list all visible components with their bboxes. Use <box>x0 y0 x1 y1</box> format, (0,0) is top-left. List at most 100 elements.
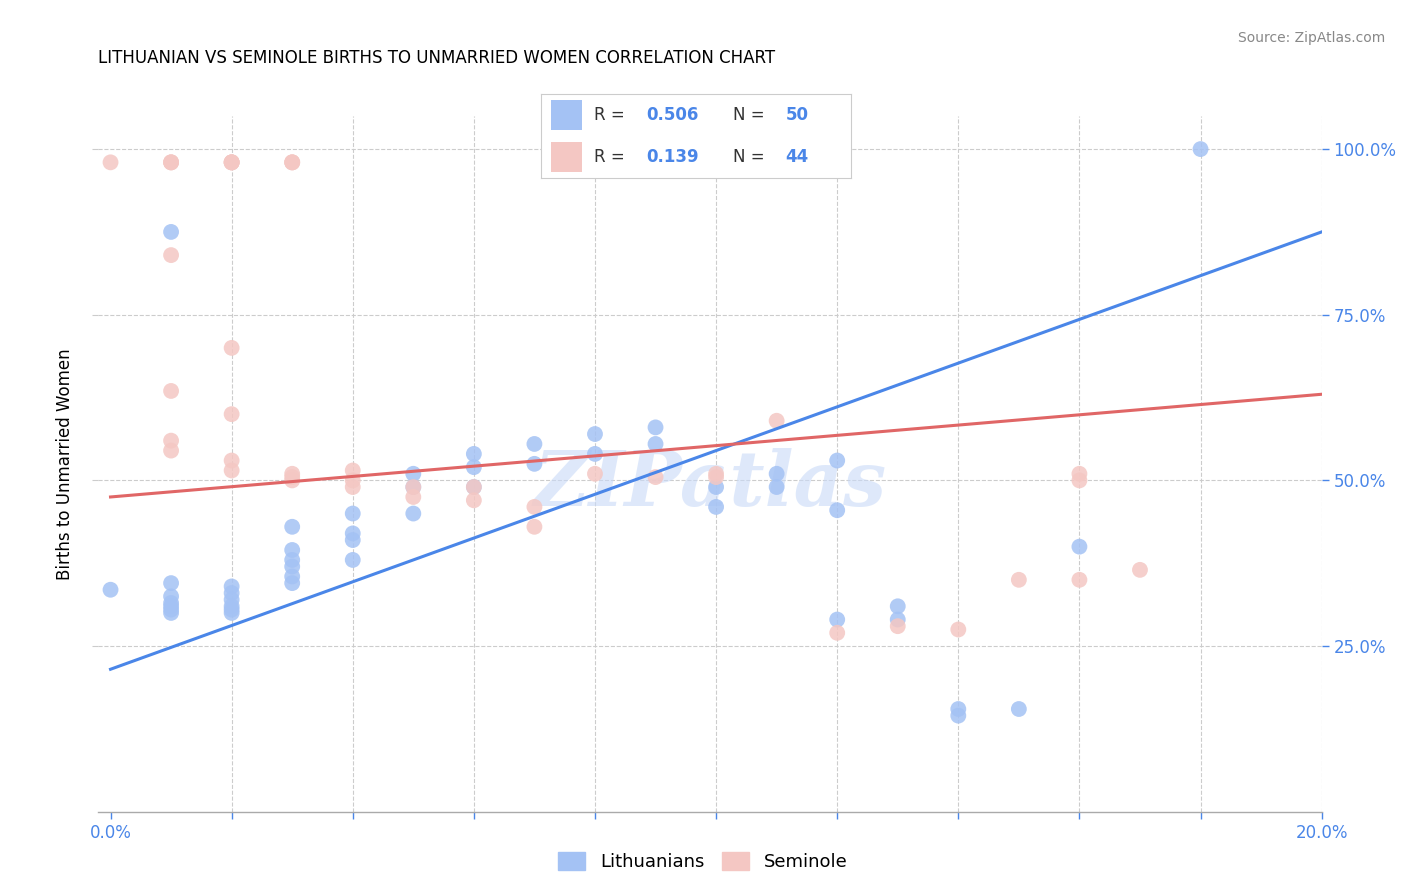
Text: 50: 50 <box>786 106 808 124</box>
Text: R =: R = <box>593 148 630 166</box>
Text: ZIPatlas: ZIPatlas <box>533 448 887 522</box>
Point <box>523 520 546 534</box>
Point <box>825 613 848 627</box>
Point <box>825 503 848 517</box>
Point <box>583 427 606 442</box>
Point <box>281 467 304 481</box>
Point <box>160 606 183 620</box>
Text: R =: R = <box>593 106 630 124</box>
Point <box>825 625 848 640</box>
Point <box>523 457 546 471</box>
Point <box>160 590 183 604</box>
Point <box>221 599 243 614</box>
Point <box>160 248 183 262</box>
Point <box>342 463 364 477</box>
Point <box>523 437 546 451</box>
Point <box>463 480 485 494</box>
Point <box>1129 563 1152 577</box>
Point <box>463 460 485 475</box>
Point <box>463 493 485 508</box>
Point <box>463 447 485 461</box>
Point <box>402 507 425 521</box>
Point <box>1008 702 1031 716</box>
Point <box>644 420 666 434</box>
Point <box>765 467 787 481</box>
Point <box>160 443 183 458</box>
Point <box>1069 474 1091 488</box>
Bar <box>551 142 582 172</box>
Point <box>342 533 364 547</box>
Point <box>342 553 364 567</box>
Point <box>281 520 304 534</box>
Y-axis label: Births to Unmarried Women: Births to Unmarried Women <box>56 348 75 580</box>
Point <box>281 155 304 169</box>
Point <box>221 155 243 169</box>
Point <box>221 341 243 355</box>
Point <box>221 606 243 620</box>
Point <box>342 474 364 488</box>
Point <box>221 453 243 467</box>
Point <box>402 480 425 494</box>
Point <box>704 500 727 514</box>
Point <box>160 155 183 169</box>
Text: N =: N = <box>733 106 770 124</box>
Point <box>281 553 304 567</box>
Point <box>281 576 304 591</box>
Text: 0.139: 0.139 <box>647 148 699 166</box>
Point <box>765 414 787 428</box>
Point <box>160 602 183 616</box>
Point <box>644 470 666 484</box>
Point <box>583 467 606 481</box>
Point <box>221 407 243 421</box>
Point <box>342 507 364 521</box>
Point <box>342 526 364 541</box>
Point <box>221 463 243 477</box>
Point <box>221 602 243 616</box>
Legend: Lithuanians, Seminole: Lithuanians, Seminole <box>551 845 855 879</box>
Point <box>1069 467 1091 481</box>
Point <box>160 576 183 591</box>
Point <box>281 474 304 488</box>
Point <box>342 480 364 494</box>
Point <box>887 613 910 627</box>
Point <box>765 480 787 494</box>
Point <box>463 480 485 494</box>
Text: 0.506: 0.506 <box>647 106 699 124</box>
Point <box>281 155 304 169</box>
Point <box>825 453 848 467</box>
Point <box>948 623 970 637</box>
Point <box>281 559 304 574</box>
Point <box>221 155 243 169</box>
Point <box>523 500 546 514</box>
Text: Source: ZipAtlas.com: Source: ZipAtlas.com <box>1237 31 1385 45</box>
Point <box>402 490 425 504</box>
Point <box>1189 142 1212 156</box>
Point <box>948 708 970 723</box>
Point <box>402 467 425 481</box>
Point <box>948 702 970 716</box>
Point <box>160 599 183 614</box>
Point <box>1069 540 1091 554</box>
Point <box>704 470 727 484</box>
Point <box>221 592 243 607</box>
Point <box>887 619 910 633</box>
Point <box>281 543 304 558</box>
Bar <box>551 100 582 130</box>
Point <box>160 155 183 169</box>
Point <box>1069 573 1091 587</box>
Point <box>281 155 304 169</box>
Text: N =: N = <box>733 148 770 166</box>
Point <box>160 155 183 169</box>
Point <box>221 586 243 600</box>
Point <box>221 155 243 169</box>
Point <box>704 480 727 494</box>
Point <box>160 384 183 398</box>
Point <box>160 225 183 239</box>
Point <box>583 447 606 461</box>
Text: 44: 44 <box>786 148 808 166</box>
Text: LITHUANIAN VS SEMINOLE BIRTHS TO UNMARRIED WOMEN CORRELATION CHART: LITHUANIAN VS SEMINOLE BIRTHS TO UNMARRI… <box>98 49 776 67</box>
Point <box>644 437 666 451</box>
Point <box>281 470 304 484</box>
Point <box>1008 573 1031 587</box>
Point <box>887 599 910 614</box>
